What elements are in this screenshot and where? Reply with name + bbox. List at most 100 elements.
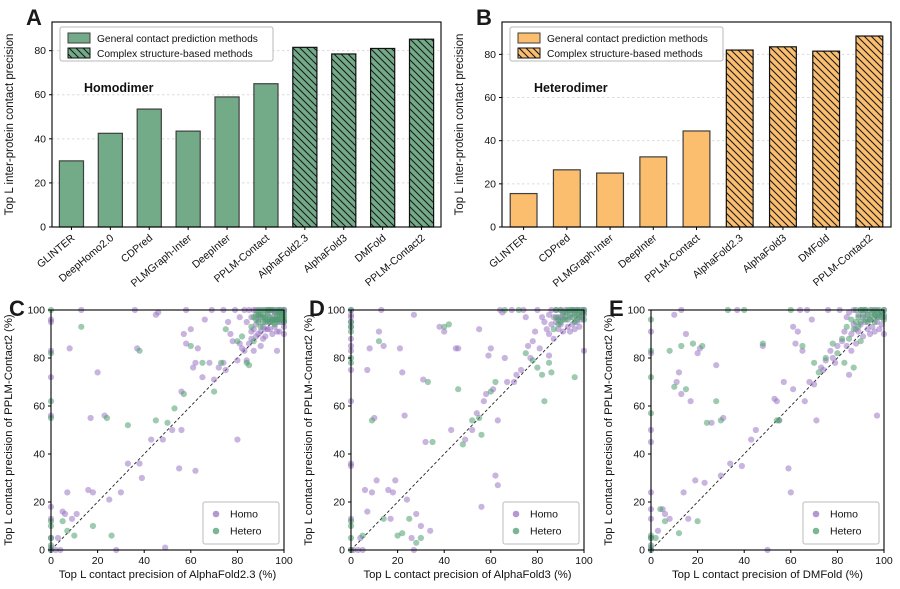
data-point [517, 366, 525, 374]
data-point [257, 323, 264, 330]
panel-label-c: C [9, 296, 25, 321]
data-point [522, 350, 529, 357]
data-point [524, 342, 532, 350]
y-tick-label: 20 [484, 178, 496, 190]
data-point [808, 316, 815, 323]
scatter-vs-alphafold23: 0 20 40 60 80 100 0 20 40 60 80 100 Top L contact pr… [3, 305, 293, 582]
data-point [529, 357, 536, 364]
data-point [211, 388, 218, 395]
y-tick-label: 80 [484, 49, 496, 61]
y-axis-label: Top L contact precision of PPLM-Contact2… [603, 314, 615, 546]
data-point [822, 354, 829, 362]
data-point [176, 465, 183, 472]
data-point [857, 318, 864, 326]
data-point [752, 426, 759, 434]
panel-label-d: D [309, 296, 325, 321]
bar-DeepInter [214, 96, 240, 228]
data-point [794, 328, 801, 335]
data-point [748, 436, 755, 443]
data-point [780, 378, 787, 386]
data-point [417, 522, 424, 530]
data-point [569, 314, 576, 321]
data-point [501, 354, 508, 362]
x-tick-label: 40 [738, 555, 750, 567]
data-point [845, 309, 853, 316]
data-point [529, 338, 536, 345]
data-point [192, 359, 199, 366]
data-point [199, 359, 206, 366]
data-point [436, 323, 443, 330]
data-point [396, 345, 404, 352]
scatter-vs-alphafold3: 0 20 40 60 80 100 0 20 40 60 80 100 Top L contact pr… [303, 305, 593, 582]
data-point [478, 503, 485, 510]
data-point [689, 340, 697, 347]
legend-swatch-solid [67, 32, 91, 44]
data-point [138, 474, 145, 482]
data-point [536, 345, 543, 352]
legend-dot-homo [212, 510, 220, 518]
data-point [401, 412, 408, 419]
data-point [661, 510, 669, 518]
data-point [108, 532, 115, 539]
data-point [790, 386, 797, 393]
x-tick-label: 0 [648, 555, 654, 567]
series-hetero [347, 306, 588, 554]
data-point [790, 323, 797, 330]
bar-PLMGraph-Inter [596, 172, 625, 228]
data-point [545, 311, 553, 318]
data-point [541, 318, 548, 326]
bar-AlphaFold2.3 [725, 49, 754, 228]
y-tick-label: 100 [627, 305, 645, 317]
data-point [852, 318, 860, 326]
data-point [473, 410, 480, 417]
data-point [543, 326, 550, 333]
data-point [657, 506, 664, 513]
x-tick-label: 100 [875, 555, 893, 567]
data-point [871, 318, 878, 326]
data-point [445, 321, 452, 328]
y-tick-label: 40 [34, 133, 46, 145]
data-point [410, 311, 418, 318]
data-point [785, 465, 792, 472]
data-point [671, 311, 678, 318]
data-point [701, 479, 708, 486]
legend-dot-homo [512, 510, 520, 518]
legend-label: Hetero [830, 526, 862, 538]
data-point [694, 350, 701, 357]
data-point [759, 340, 766, 347]
data-point [522, 314, 529, 321]
data-point [245, 362, 253, 369]
data-point [361, 486, 369, 494]
data-point [571, 374, 578, 381]
panel-c-scatter-alphafold23: C 0 20 40 60 80 100 0 20 40 60 80 100 Top L contact … [0, 295, 300, 589]
data-point [124, 460, 131, 467]
data-point [811, 359, 818, 366]
data-point [834, 342, 841, 350]
x-tick-label: CDPred [536, 232, 572, 265]
bar-CDPred [136, 108, 162, 228]
bar-GLINTER [509, 192, 538, 228]
data-point [673, 378, 680, 386]
x-tick-label: 0 [348, 555, 354, 567]
data-point [89, 489, 97, 496]
legend-label: Hetero [230, 526, 262, 538]
data-point [850, 364, 857, 371]
data-point [654, 527, 662, 534]
data-point [476, 326, 483, 333]
data-point [878, 321, 885, 328]
data-point [403, 496, 411, 503]
bar-AlphaFold2.3 [292, 46, 318, 228]
y-tick-label: 40 [633, 449, 645, 461]
scatter-legend: Homo Hetero [202, 501, 280, 545]
data-point [234, 357, 241, 364]
y-tick-label: 60 [633, 401, 645, 413]
data-point [538, 371, 546, 378]
data-point [364, 508, 371, 515]
legend-dot-hetero [212, 527, 220, 535]
data-point [548, 369, 555, 376]
data-point [276, 328, 283, 335]
data-point [855, 328, 862, 335]
data-point [531, 328, 539, 335]
y-tick-label: 60 [33, 401, 45, 413]
